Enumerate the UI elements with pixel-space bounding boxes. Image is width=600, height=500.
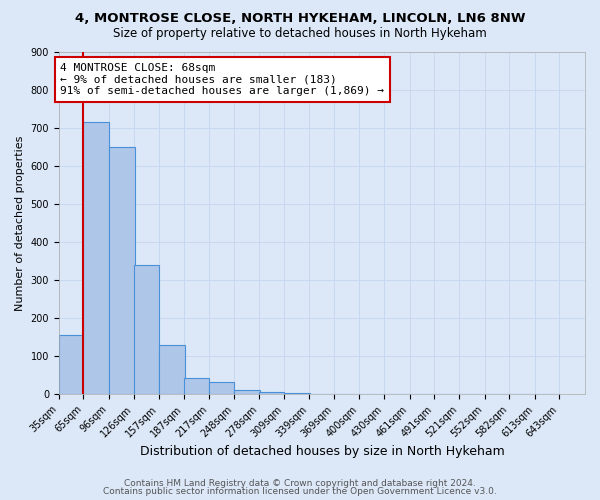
Text: Contains HM Land Registry data © Crown copyright and database right 2024.: Contains HM Land Registry data © Crown c… [124, 478, 476, 488]
Text: Size of property relative to detached houses in North Hykeham: Size of property relative to detached ho… [113, 28, 487, 40]
Bar [83, 122, 109, 394]
Bar [159, 344, 185, 394]
Bar [234, 390, 260, 394]
X-axis label: Distribution of detached houses by size in North Hykeham: Distribution of detached houses by size … [140, 444, 504, 458]
Bar [109, 146, 134, 394]
Bar [209, 382, 234, 394]
Text: 4, MONTROSE CLOSE, NORTH HYKEHAM, LINCOLN, LN6 8NW: 4, MONTROSE CLOSE, NORTH HYKEHAM, LINCOL… [75, 12, 525, 26]
Bar [259, 392, 284, 394]
Bar [59, 335, 85, 394]
Y-axis label: Number of detached properties: Number of detached properties [15, 135, 25, 310]
Bar [184, 378, 209, 394]
Text: Contains public sector information licensed under the Open Government Licence v3: Contains public sector information licen… [103, 487, 497, 496]
Text: 4 MONTROSE CLOSE: 68sqm
← 9% of detached houses are smaller (183)
91% of semi-de: 4 MONTROSE CLOSE: 68sqm ← 9% of detached… [61, 63, 385, 96]
Bar [134, 264, 159, 394]
